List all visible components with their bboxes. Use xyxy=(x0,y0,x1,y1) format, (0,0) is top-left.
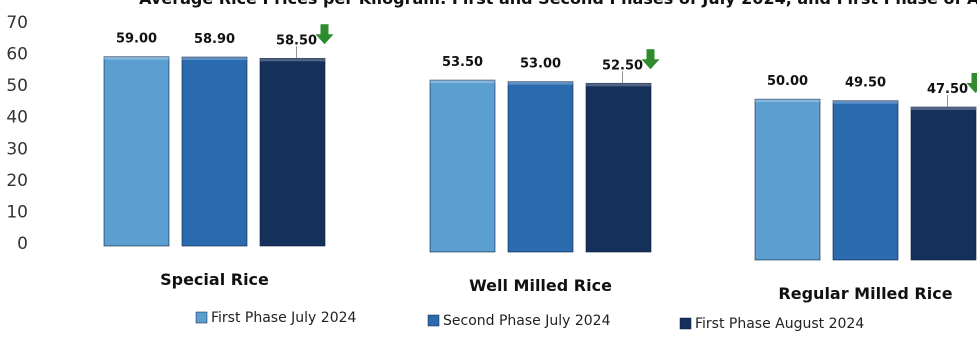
legend-label-first-phase-august-2024: First Phase August 2024 xyxy=(695,316,864,332)
bar-highlight-well-milled-rice-first-phase-july-2024 xyxy=(430,80,495,84)
down-arrow-icon xyxy=(641,49,660,70)
bar-highlight-regular-milled-rice-first-phase-august-2024 xyxy=(911,107,976,111)
bars xyxy=(103,56,977,261)
trend-arrows xyxy=(315,24,977,94)
legend-swatch-second-phase-july-2024 xyxy=(427,314,440,327)
legend: First Phase July 2024 Second Phase July 2… xyxy=(195,310,864,332)
bar-regular-milled-rice-second-phase-july-2024 xyxy=(832,100,899,261)
value-label-well-milled-rice-first-phase-august-2024: 52.50 xyxy=(602,58,643,73)
chart-title: Average Rice Prices per Kilogram: First … xyxy=(139,0,977,8)
bar-special-rice-first-phase-august-2024 xyxy=(259,58,326,247)
bar-well-milled-rice-first-phase-august-2024 xyxy=(585,82,652,253)
value-labels: 59.00 58.90 58.50 53.50 53.00 52.50 50.00 49.50… xyxy=(116,32,968,108)
y-axis: 0 10 20 30 40 50 60 70 xyxy=(6,13,28,254)
bar-highlight-regular-milled-rice-first-phase-july-2024 xyxy=(755,99,820,103)
bar-highlight-special-rice-first-phase-july-2024 xyxy=(104,56,169,60)
bar-special-rice-second-phase-july-2024 xyxy=(181,56,248,247)
y-tick-50: 50 xyxy=(6,76,28,96)
down-arrow-icon xyxy=(315,24,334,45)
y-tick-60: 60 xyxy=(6,45,28,65)
y-tick-70: 70 xyxy=(6,13,28,33)
bar-highlight-special-rice-second-phase-july-2024 xyxy=(182,57,247,61)
y-tick-20: 20 xyxy=(6,171,28,191)
value-label-well-milled-rice-second-phase-july-2024: 53.00 xyxy=(520,57,561,72)
bar-highlight-special-rice-first-phase-august-2024 xyxy=(260,58,325,62)
bar-regular-milled-rice-first-phase-july-2024 xyxy=(754,98,821,261)
y-tick-0: 0 xyxy=(17,234,28,254)
value-label-special-rice-first-phase-august-2024: 58.50 xyxy=(276,33,317,48)
bar-highlight-well-milled-rice-first-phase-august-2024 xyxy=(586,83,651,87)
value-label-regular-milled-rice-first-phase-august-2024: 47.50 xyxy=(927,82,968,97)
bar-regular-milled-rice-first-phase-august-2024 xyxy=(910,106,977,261)
legend-label-second-phase-july-2024: Second Phase July 2024 xyxy=(443,313,611,329)
down-arrow-icon xyxy=(966,73,977,94)
legend-label-first-phase-july-2024: First Phase July 2024 xyxy=(211,310,357,326)
bar-well-milled-rice-first-phase-july-2024 xyxy=(429,79,496,253)
value-label-special-rice-first-phase-july-2024: 59.00 xyxy=(116,32,157,47)
y-tick-40: 40 xyxy=(6,108,28,128)
y-tick-30: 30 xyxy=(6,139,28,159)
value-label-well-milled-rice-first-phase-july-2024: 53.50 xyxy=(442,55,483,70)
category-labels: Special Rice Well Milled Rice Regular Mill… xyxy=(160,270,953,303)
y-tick-10: 10 xyxy=(6,202,28,222)
value-label-regular-milled-rice-second-phase-july-2024: 49.50 xyxy=(845,76,886,91)
bar-highlight-well-milled-rice-second-phase-july-2024 xyxy=(508,81,573,85)
category-label-regular-milled-rice: Regular Milled Rice xyxy=(778,284,952,303)
bar-special-rice-first-phase-july-2024 xyxy=(103,56,170,247)
value-label-regular-milled-rice-first-phase-july-2024: 50.00 xyxy=(767,74,808,89)
value-label-special-rice-second-phase-july-2024: 58.90 xyxy=(194,32,235,47)
category-label-special-rice: Special Rice xyxy=(160,270,269,289)
bar-highlight-regular-milled-rice-second-phase-july-2024 xyxy=(833,100,898,104)
category-label-well-milled-rice: Well Milled Rice xyxy=(469,276,612,295)
legend-swatch-first-phase-august-2024 xyxy=(679,317,692,330)
bar-well-milled-rice-second-phase-july-2024 xyxy=(507,81,574,253)
legend-swatch-first-phase-july-2024 xyxy=(195,311,208,324)
